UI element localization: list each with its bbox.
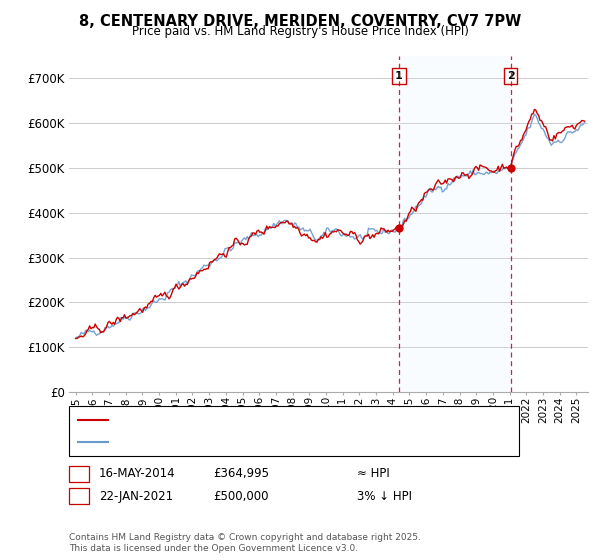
Text: ≈ HPI: ≈ HPI [357,467,390,480]
Bar [399,56,511,392]
Text: 1: 1 [395,71,403,81]
Text: Price paid vs. HM Land Registry's House Price Index (HPI): Price paid vs. HM Land Registry's House … [131,25,469,38]
Text: HPI: Average price, detached house, Solihull: HPI: Average price, detached house, Soli… [114,437,356,447]
Text: Contains HM Land Registry data © Crown copyright and database right 2025.
This d: Contains HM Land Registry data © Crown c… [69,533,421,553]
Text: 8, CENTENARY DRIVE, MERIDEN, COVENTRY, CV7 7PW: 8, CENTENARY DRIVE, MERIDEN, COVENTRY, C… [79,14,521,29]
Text: 3% ↓ HPI: 3% ↓ HPI [357,489,412,503]
Text: 2: 2 [506,71,514,81]
Text: 22-JAN-2021: 22-JAN-2021 [99,489,173,503]
Text: 1: 1 [75,467,83,480]
Text: £364,995: £364,995 [213,467,269,480]
Text: £500,000: £500,000 [213,489,269,503]
Text: 8, CENTENARY DRIVE, MERIDEN, COVENTRY, CV7 7PW (detached house): 8, CENTENARY DRIVE, MERIDEN, COVENTRY, C… [114,415,510,425]
Text: 16-MAY-2014: 16-MAY-2014 [99,467,176,480]
Text: 2: 2 [75,489,83,503]
